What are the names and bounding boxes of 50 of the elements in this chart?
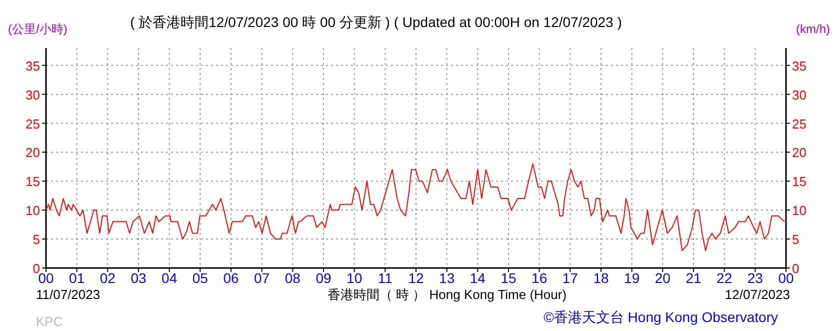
y2-tick-label: 25 [792,116,806,132]
x-tick-label: 16 [532,270,548,286]
x-tick-label: 11 [378,270,393,286]
x-tick-label: 21 [686,270,702,286]
y-tick-label: 25 [26,116,40,132]
x-tick-label: 00 [38,270,54,286]
y-tick-label: 5 [32,232,40,248]
x-tick-label: 00 [778,270,794,286]
y2-tick-label: 35 [792,58,806,74]
y-tick-label: 20 [26,145,40,160]
x-axis-title: 香港時間（ 時 ） Hong Kong Time (Hour) [327,287,567,302]
chart-title: ( 於香港時間12/07/2023 00 時 00 分更新 ) ( Updated at 00:00H on 12/07/2023 ) [130,14,622,30]
x-tick-label: 14 [470,270,486,286]
y2-tick-label: 20 [792,145,806,160]
text: KPC [36,314,63,329]
y-tick-label: 15 [26,174,40,190]
y2-tick-label: 30 [792,87,806,102]
y-tick-label: 30 [26,87,40,102]
x-tick-label: 05 [192,270,208,286]
text: 11/07/2023 [36,287,100,302]
x-tick-label: 20 [654,270,671,286]
y-axis-title: (公里/小時) [8,22,68,36]
line-series [46,163,785,252]
x-tick-label: 13 [439,270,455,286]
y2-tick-label: 10 [792,203,806,218]
text: 12/07/2023 [724,287,790,302]
y2-tick-label: 15 [792,174,806,190]
y2-tick-label: 5 [792,232,800,248]
x-tick-label: 15 [500,270,516,286]
x-tick-label: 19 [624,270,640,286]
x-tick-label: 08 [284,270,301,286]
x-tick-label: 23 [747,270,764,286]
y-tick-label: 10 [26,203,40,218]
x-tick-label: 04 [162,270,178,286]
x-tick-label: 17 [562,270,578,286]
text: ©香港天文台 Hong Kong Observatory [544,309,778,325]
x-tick-label: 12 [408,270,424,286]
x-tick-label: 06 [223,270,239,286]
x-tick-label: 01 [69,270,85,286]
x-tick-label: 07 [254,270,270,286]
x-tick-label: 18 [593,270,609,286]
y-tick-label: 0 [32,261,40,276]
x-tick-label: 02 [100,270,116,286]
y2-axis-title: (km/h) [796,22,830,36]
x-tick-label: 03 [130,270,146,286]
x-tick-label: 10 [346,270,362,286]
y-tick-label: 35 [26,58,40,74]
x-tick-label: 22 [716,270,732,286]
x-tick-label: 09 [316,270,332,286]
y2-tick-label: 0 [792,261,800,276]
